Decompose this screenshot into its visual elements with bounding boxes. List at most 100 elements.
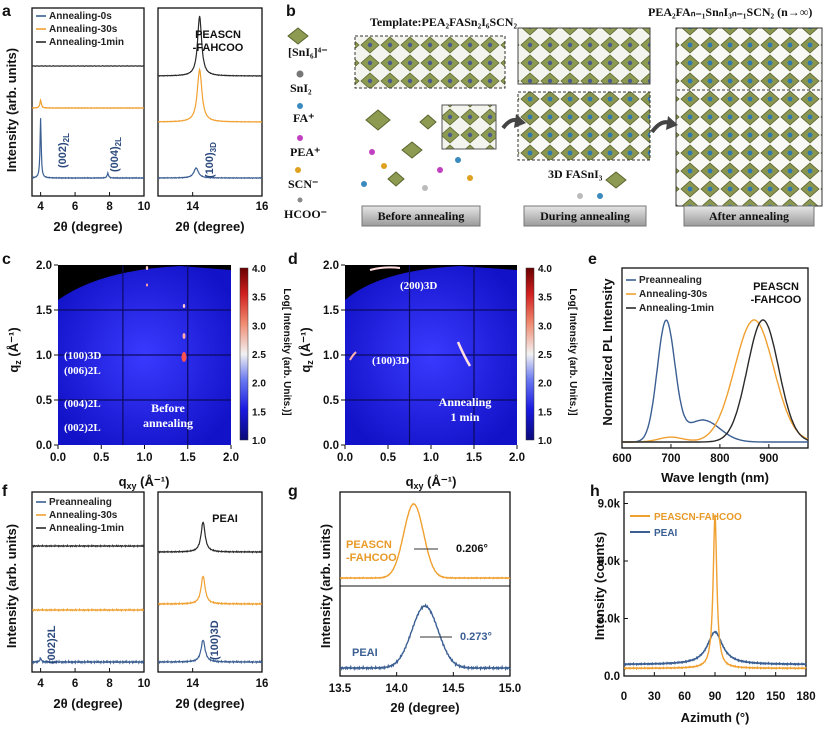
ring-arc (349, 351, 357, 361)
spot (182, 333, 186, 339)
y-axis-label-g: Intensity (arb. units) (318, 524, 333, 648)
series-label-g: PEASCN -FAHCOO (346, 539, 397, 564)
x-axis-label-d: qxy (Å⁻¹) (406, 474, 457, 491)
x-tick-label: 14.0 (385, 683, 407, 695)
y-tick-label: 6.0k (598, 556, 621, 568)
grid-d (345, 265, 517, 445)
ticks-a: 4 6 8 10 14 16 (37, 192, 268, 213)
x-tick-label: 1.0 (137, 452, 153, 464)
colorbar-tick-label: 3.5 (252, 293, 266, 304)
species-legend: [SnI₆]⁴⁻ SnI₂ FA⁺ PEA⁺ SCN⁻ HCOO⁻ (284, 27, 328, 221)
y-axis-label-e: Normalized PL Intensity (600, 278, 615, 426)
x-tick-label: 13.5 (329, 683, 352, 695)
x-tick-label: 10 (138, 201, 151, 213)
species-label: SnI₂ (290, 81, 312, 95)
species-label: SCN⁻ (288, 177, 318, 191)
x-axis-label-e: Wave length (nm) (661, 470, 769, 485)
legend-entry: Annealing-1min (49, 523, 124, 534)
colorbar-label-c: Log[ Intensity (arb. Units.)] (281, 288, 292, 415)
colorbar-tick-label: 1.0 (252, 436, 266, 447)
panel-c: c qz (Å⁻¹) (100)3D (006)2L (004)2L (002)… (2, 251, 292, 491)
x-axis-label-f-right: 2θ (degree) (175, 696, 244, 711)
ticks-h: 0 30 60 90 120 150 180 0.0 3.0k 6.0k 9.0k (598, 499, 816, 704)
mid-structure-label: 3D FASnI₃ (548, 167, 603, 181)
colorbar-ticks-c: 1.0 1.5 2.0 2.5 3.0 3.5 4.0 (252, 264, 266, 447)
series-annealing-0s-left (31, 118, 144, 180)
ion-icon (369, 149, 375, 155)
ticks-g: 13.5 14.0 14.5 15.0 (329, 672, 521, 695)
template-structure-box (354, 35, 506, 89)
stage-label: After annealing (709, 209, 789, 223)
ion-icon (455, 157, 461, 163)
ion-icon (577, 193, 583, 199)
gi-label-c: (100)3D (64, 350, 101, 362)
fasni3-structure-mid (517, 91, 651, 161)
x-tick-label: 16 (256, 201, 269, 213)
x-axis-label-h: Azimuth (°) (681, 710, 750, 725)
panel-d: d qz (Å⁻¹) (200)3D (100)3D Annealing 1 mi… (288, 251, 578, 491)
x-tick-label: 15.0 (499, 683, 521, 695)
hcoo-icon (297, 197, 303, 203)
fwhm-label-g-bottom: 0.273° (460, 631, 492, 643)
ion-icon (597, 193, 603, 199)
peak-label-f-100: (100)3D (209, 620, 221, 660)
y-tick-label: 0.5 (36, 395, 53, 407)
colorbar-tick-label: 2.5 (252, 350, 266, 361)
ticks-e: 600 700 800 900 (612, 444, 778, 465)
y-tick-label: 1.0 (36, 350, 52, 362)
ion-icon (422, 185, 428, 191)
legend-entry: PEAI (654, 528, 678, 539)
ion-icon (381, 163, 387, 169)
stage-after-annealing (683, 205, 815, 227)
x-tick-label: 0.0 (50, 452, 66, 464)
legend-entry: Annealing-30s (639, 289, 708, 300)
plot-frame-a-right (157, 7, 263, 197)
octahedron-icon (419, 114, 437, 130)
x-tick-label: 90 (709, 691, 722, 703)
colorbar-label-d: Log[ Intensity (arb. Units.)] (567, 288, 578, 415)
x-tick-label: 6 (72, 201, 78, 213)
x-tick-label: 2.0 (509, 452, 525, 464)
y-tick-label: 1.5 (36, 305, 53, 317)
pea-icon (297, 135, 303, 141)
ring-arc (456, 341, 472, 367)
colorbar-tick-label: 4.0 (252, 264, 266, 275)
series-peai (339, 603, 511, 672)
y-tick-label: 0.0 (323, 440, 339, 452)
panel-g: g Intensity (arb. units) 13.5 14.0 14.5 15.… (288, 483, 521, 715)
diffraction-spots-c (145, 266, 187, 362)
x-tick-label: 4 (37, 201, 44, 213)
series-annealing-1min-left (31, 544, 145, 548)
x-tick-label: 800 (710, 453, 729, 465)
sni2-icon (296, 70, 304, 78)
series-annealing-1min-left (31, 65, 145, 67)
series-annealing-30s-left (31, 97, 144, 110)
panel-b: b Template:PEA₂FASn₂I₆SCN₂ PEA₂FAₙ₋₁SnₙI… (284, 3, 823, 227)
x-tick-label: 600 (612, 453, 631, 465)
y-tick-label: 0.0 (604, 671, 620, 683)
legend-entry: Annealing-30s (49, 510, 118, 521)
spot (182, 304, 186, 308)
colorbar-tick-label: 4.0 (538, 264, 552, 275)
final-structure-top (675, 27, 823, 91)
legend-entry: Preannealing (49, 497, 112, 508)
sample-label-f: PEAI (212, 513, 238, 525)
x-axis-label-g: 2θ (degree) (390, 700, 459, 715)
ion-icon (361, 181, 367, 187)
octahedron-cluster (441, 104, 497, 150)
series-preannealing-right (157, 639, 263, 665)
curves-f (31, 521, 263, 665)
gi-label-c: (006)2L (64, 365, 101, 377)
series-annealing-30s-left (31, 607, 145, 613)
ticks-d: 0.0 0.5 1.0 1.5 2.0 0.0 0.5 1.0 1.5 2.0 (323, 260, 525, 464)
legend-h: PEASCN-FAHCOO PEAI (630, 512, 742, 539)
x-tick-label: 120 (736, 691, 755, 703)
x-tick-label: 16 (256, 678, 269, 690)
stage-label: During annealing (540, 209, 630, 223)
x-tick-label: 180 (796, 691, 815, 703)
colorbar-tick-label: 2.0 (538, 379, 552, 390)
gi-label-d: (100)3D (372, 355, 409, 367)
stage-label: Before annealing (378, 209, 465, 223)
x-tick-label: 8 (106, 678, 113, 690)
